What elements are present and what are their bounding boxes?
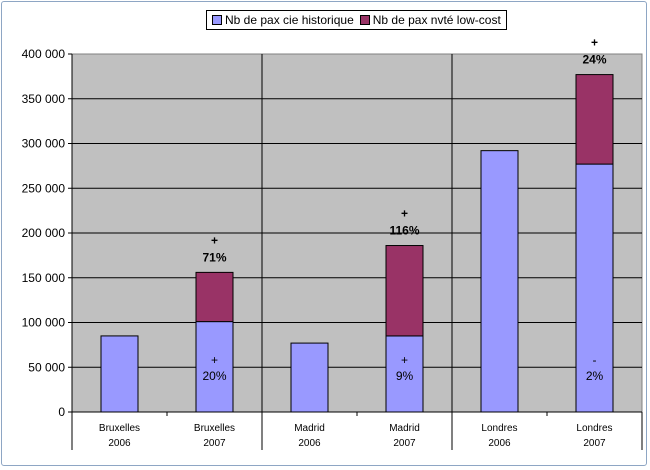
y-tick-label: 400 000 <box>22 47 66 61</box>
change-sign-label: - <box>593 353 597 367</box>
bar-historique <box>195 321 234 413</box>
legend-swatch-historique <box>212 15 222 25</box>
bar-historique <box>100 335 139 413</box>
bar-lowcost <box>385 245 424 337</box>
y-tick-label: 150 000 <box>22 271 66 285</box>
legend-label-lowcost: Nb de pax nvté low-cost <box>372 13 501 27</box>
change-sign-label: + <box>211 353 218 367</box>
x-tick-label-year: 2006 <box>108 438 131 449</box>
x-tick-label-city: Madrid <box>389 423 420 434</box>
bar-historique <box>385 335 424 413</box>
growth-sign-label: + <box>211 233 218 247</box>
x-tick-label-year: 2007 <box>583 438 606 449</box>
growth-percent-label: 71% <box>202 250 226 264</box>
growth-sign-label: + <box>591 36 598 50</box>
bar-lowcost <box>575 74 614 165</box>
legend-label-historique: Nb de pax cie historique <box>225 13 354 27</box>
growth-percent-label: 24% <box>582 53 606 67</box>
y-tick-label: 300 000 <box>22 137 66 151</box>
y-tick-label: 250 000 <box>22 181 66 195</box>
x-tick-label-city: Madrid <box>294 423 325 434</box>
x-tick-label-year: 2007 <box>203 438 226 449</box>
x-tick-label-city: Bruxelles <box>194 423 235 434</box>
legend: Nb de pax cie historique Nb de pax nvté … <box>206 10 507 30</box>
legend-swatch-lowcost <box>359 15 370 25</box>
y-tick-label: 100 000 <box>22 316 66 330</box>
change-percent-label: 2% <box>586 369 604 383</box>
y-tick-label: 200 000 <box>22 226 66 240</box>
change-percent-label: 20% <box>202 369 226 383</box>
legend-item-historique: Nb de pax cie historique <box>212 13 354 27</box>
change-sign-label: + <box>401 353 408 367</box>
x-tick-label-city: Londres <box>576 423 612 434</box>
y-tick-label: 50 000 <box>28 360 65 374</box>
x-tick-label-city: Bruxelles <box>99 423 140 434</box>
legend-item-lowcost: Nb de pax nvté low-cost <box>359 13 501 27</box>
y-tick-label: 0 <box>58 405 65 419</box>
x-tick-label-year: 2006 <box>298 438 321 449</box>
x-tick-label-city: Londres <box>481 423 517 434</box>
x-tick-label-year: 2007 <box>393 438 416 449</box>
growth-percent-label: 116% <box>389 224 419 238</box>
bar-lowcost <box>195 271 234 323</box>
change-percent-label: 9% <box>396 369 414 383</box>
y-tick-label: 350 000 <box>22 92 66 106</box>
growth-sign-label: + <box>401 207 408 221</box>
x-tick-label-year: 2006 <box>488 438 511 449</box>
bar-historique <box>480 150 519 413</box>
bar-historique <box>290 342 329 413</box>
